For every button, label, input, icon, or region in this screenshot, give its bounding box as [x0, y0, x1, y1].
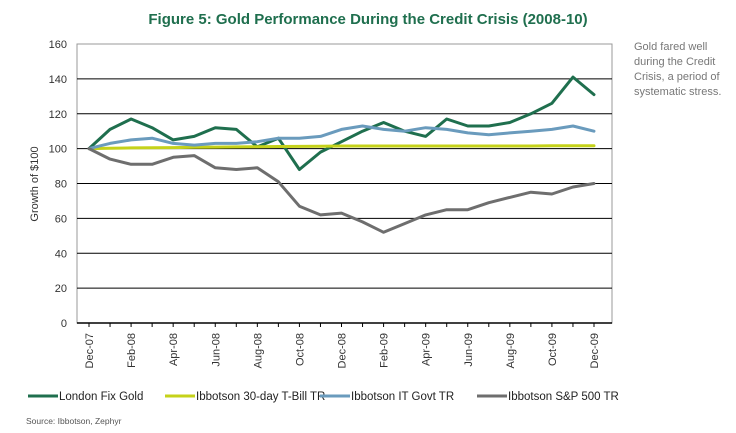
series-lines [87, 75, 596, 234]
series-line-2 [87, 124, 596, 151]
x-tick-label: Jun-09 [463, 333, 475, 367]
annotation-line: Gold fared well [634, 41, 707, 53]
x-tick-label: Dec-09 [589, 333, 601, 368]
y-axis-label: Growth of $100 [29, 146, 41, 221]
source-note: Source: Ibbotson, Zephyr [26, 416, 122, 426]
grid [76, 43, 613, 324]
x-tick-label: Dec-07 [84, 333, 96, 368]
y-tick-label: 100 [49, 144, 67, 156]
y-tick-label: 120 [49, 109, 67, 121]
series-line-3 [87, 147, 596, 234]
x-tick-label: Oct-08 [294, 333, 306, 366]
y-tick-label: 80 [55, 179, 67, 191]
annotation-line: systematic stress. [634, 86, 721, 98]
x-tick-label: Feb-08 [126, 333, 138, 368]
y-tick-label: 60 [55, 213, 67, 225]
x-tick-label: Apr-08 [168, 333, 180, 366]
legend-label-3: Ibbotson S&P 500 TR [508, 391, 619, 403]
y-tick-label: 140 [49, 74, 67, 86]
axes: 0 20 40 60 80 100 120 140 160 Dec-07 Feb-08 Apr-08 J… [49, 39, 612, 368]
x-tick-label: Oct-09 [547, 333, 559, 366]
y-tick-label: 40 [55, 248, 67, 260]
series-line-0 [87, 75, 596, 171]
chart-title: Figure 5: Gold Performance During the Cr… [148, 11, 587, 28]
x-tick-label: Aug-09 [505, 333, 517, 368]
x-tick-label: Aug-08 [252, 333, 264, 368]
legend-label-0: London Fix Gold [59, 391, 143, 403]
x-tick-label: Feb-09 [379, 333, 391, 368]
x-tick-label: Jun-08 [210, 333, 222, 367]
x-tick-label: Dec-08 [337, 333, 349, 368]
legend: London Fix Gold Ibbotson 30-day T-Bill TR… [28, 391, 619, 403]
y-tick-label: 160 [49, 39, 67, 51]
legend-label-2: Ibbotson IT Govt TR [351, 391, 454, 403]
chart-annotation: Gold fared well during the Credit Crisis, … [634, 41, 721, 98]
x-tick-label: Apr-09 [421, 333, 433, 366]
annotation-line: during the Credit [634, 56, 715, 68]
series-line-1 [87, 144, 596, 151]
y-tick-label: 0 [61, 318, 67, 330]
annotation-line: Crisis, a period of [634, 71, 721, 83]
y-tick-label: 20 [55, 283, 67, 295]
legend-label-1: Ibbotson 30-day T-Bill TR [196, 391, 325, 403]
